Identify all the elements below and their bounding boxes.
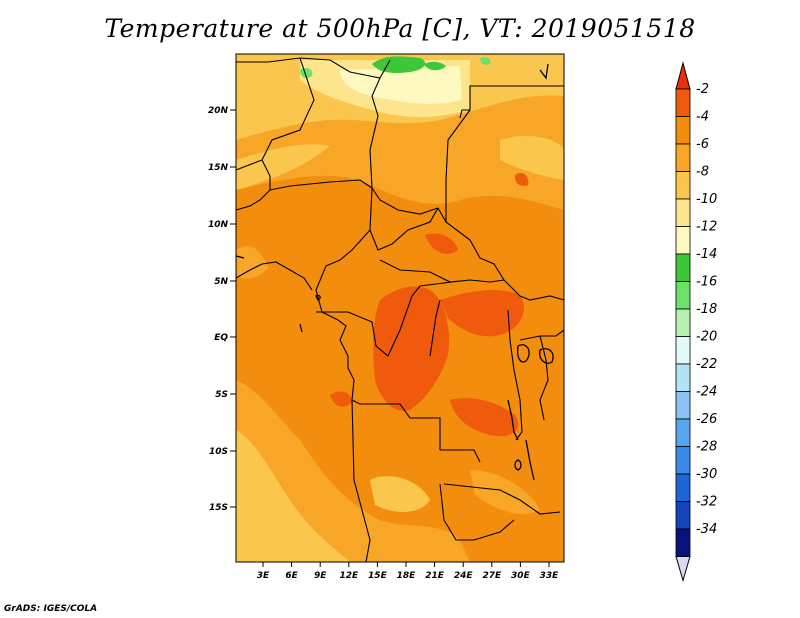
colorbar-swatch — [675, 226, 691, 255]
chart-title: Temperature at 500hPa [C], VT: 201905151… — [104, 14, 696, 43]
colorbar-label: -22 — [696, 357, 717, 372]
colorbar-label: -32 — [696, 495, 717, 510]
colorbar-top-arrow — [675, 61, 691, 90]
latitude-axis: 20N 15N 10N 5N EQ 5S 10S 15S — [208, 106, 236, 513]
map-frame — [235, 53, 565, 563]
lon-label: 27E — [482, 571, 502, 581]
colorbar-label: -10 — [696, 192, 717, 207]
lon-label: 21E — [425, 571, 445, 581]
colorbar-label: -12 — [696, 220, 717, 235]
lon-label: 33E — [540, 571, 560, 581]
colorbar-swatch — [675, 528, 691, 557]
colorbar-label: -20 — [696, 330, 717, 345]
colorbar-swatch — [675, 253, 691, 282]
lat-label: 15N — [208, 163, 229, 173]
lat-label: 20N — [208, 106, 229, 116]
lon-label: 9E — [314, 571, 327, 581]
lakes — [235, 63, 554, 481]
colorbar-label: -2 — [696, 82, 709, 97]
colorbar-label: -34 — [696, 522, 717, 537]
colorbar-swatch — [675, 363, 691, 392]
colorbar-label: -14 — [696, 247, 717, 262]
country-borders — [235, 57, 565, 563]
colorbar-swatch — [675, 473, 691, 502]
lat-label: 10S — [209, 447, 228, 457]
lon-label: 3E — [257, 571, 270, 581]
colorbar-label: -6 — [696, 137, 709, 152]
lat-label: 5S — [215, 390, 228, 400]
temperature-field — [236, 54, 564, 563]
grads-credit: GrADS: IGES/COLA — [4, 604, 98, 614]
colorbar-swatch — [675, 198, 691, 227]
colorbar-swatch — [675, 143, 691, 172]
lat-label: 10N — [208, 220, 229, 230]
colorbar-swatch — [675, 391, 691, 420]
colorbar-swatch — [675, 446, 691, 475]
lat-label: 5N — [214, 277, 228, 287]
colorbar-label: -4 — [696, 110, 709, 125]
colorbar-label: -16 — [696, 275, 717, 290]
colorbar-swatch — [675, 336, 691, 365]
lon-label: 30E — [511, 571, 531, 581]
longitude-axis: 3E 6E 9E 12E 15E 18E 21E 24E 27E 30E 33E — [257, 562, 559, 581]
colorbar-swatch — [675, 418, 691, 447]
lon-label: 12E — [339, 571, 359, 581]
lon-label: 15E — [368, 571, 388, 581]
colorbar-label: -18 — [696, 302, 717, 317]
colorbar: -2 -4 -6 -8 -10 -12 -14 -16 -18 -20 -22 -24 -26 -28 -3… — [675, 61, 717, 583]
colorbar-label: -28 — [696, 440, 717, 455]
lat-label: 15S — [209, 503, 228, 513]
lon-label: 18E — [397, 571, 417, 581]
colorbar-swatch — [675, 501, 691, 530]
colorbar-swatch — [675, 88, 691, 117]
colorbar-label: -30 — [696, 467, 717, 482]
colorbar-label: -8 — [696, 165, 709, 180]
colorbar-swatch — [675, 116, 691, 145]
colorbar-swatch — [675, 171, 691, 200]
lon-label: 6E — [285, 571, 298, 581]
colorbar-label: -24 — [696, 385, 717, 400]
lat-label: EQ — [214, 333, 228, 343]
colorbar-bottom-arrow — [675, 556, 691, 583]
lon-label: 24E — [454, 571, 474, 581]
colorbar-label: -26 — [696, 412, 717, 427]
colorbar-swatch — [675, 281, 691, 310]
colorbar-swatch — [675, 308, 691, 337]
